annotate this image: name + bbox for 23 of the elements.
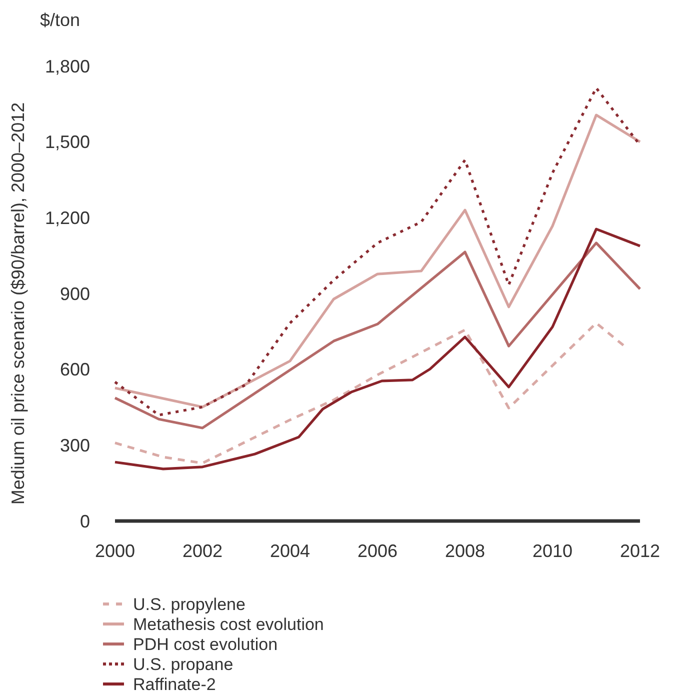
x-tick-label: 2002 [182, 541, 223, 561]
y-tick-label: 1,500 [44, 132, 90, 152]
y-tick-label: 600 [60, 360, 90, 380]
x-tick-label: 2006 [357, 541, 398, 561]
x-tick-label: 2010 [532, 541, 573, 561]
y-tick-label: 1,800 [44, 56, 90, 76]
legend-label: U.S. propylene [133, 594, 246, 614]
y-tick-label: 0 [80, 511, 90, 532]
x-tick-label: 2012 [620, 541, 660, 561]
x-tick-label: 2004 [270, 541, 310, 561]
line-series [114, 228, 642, 470]
y-tick-label: 300 [60, 435, 90, 456]
legend-label: Raffinate-2 [133, 674, 216, 694]
x-tick-label: 2008 [444, 541, 486, 561]
y-axis-title: Medium oil price scenario ($90/barrel), 2000–2012 [8, 102, 28, 505]
y-tick-label: 900 [60, 284, 90, 304]
text: $/ton [40, 10, 80, 30]
x-tick-label: 2000 [94, 541, 136, 561]
legend-label: U.S. propane [133, 654, 234, 674]
legend-label: Metathesis cost evolution [133, 614, 324, 634]
legend-label: PDH cost evolution [133, 634, 278, 654]
y-tick-label: 1,200 [44, 208, 90, 228]
line-series [114, 242, 642, 430]
